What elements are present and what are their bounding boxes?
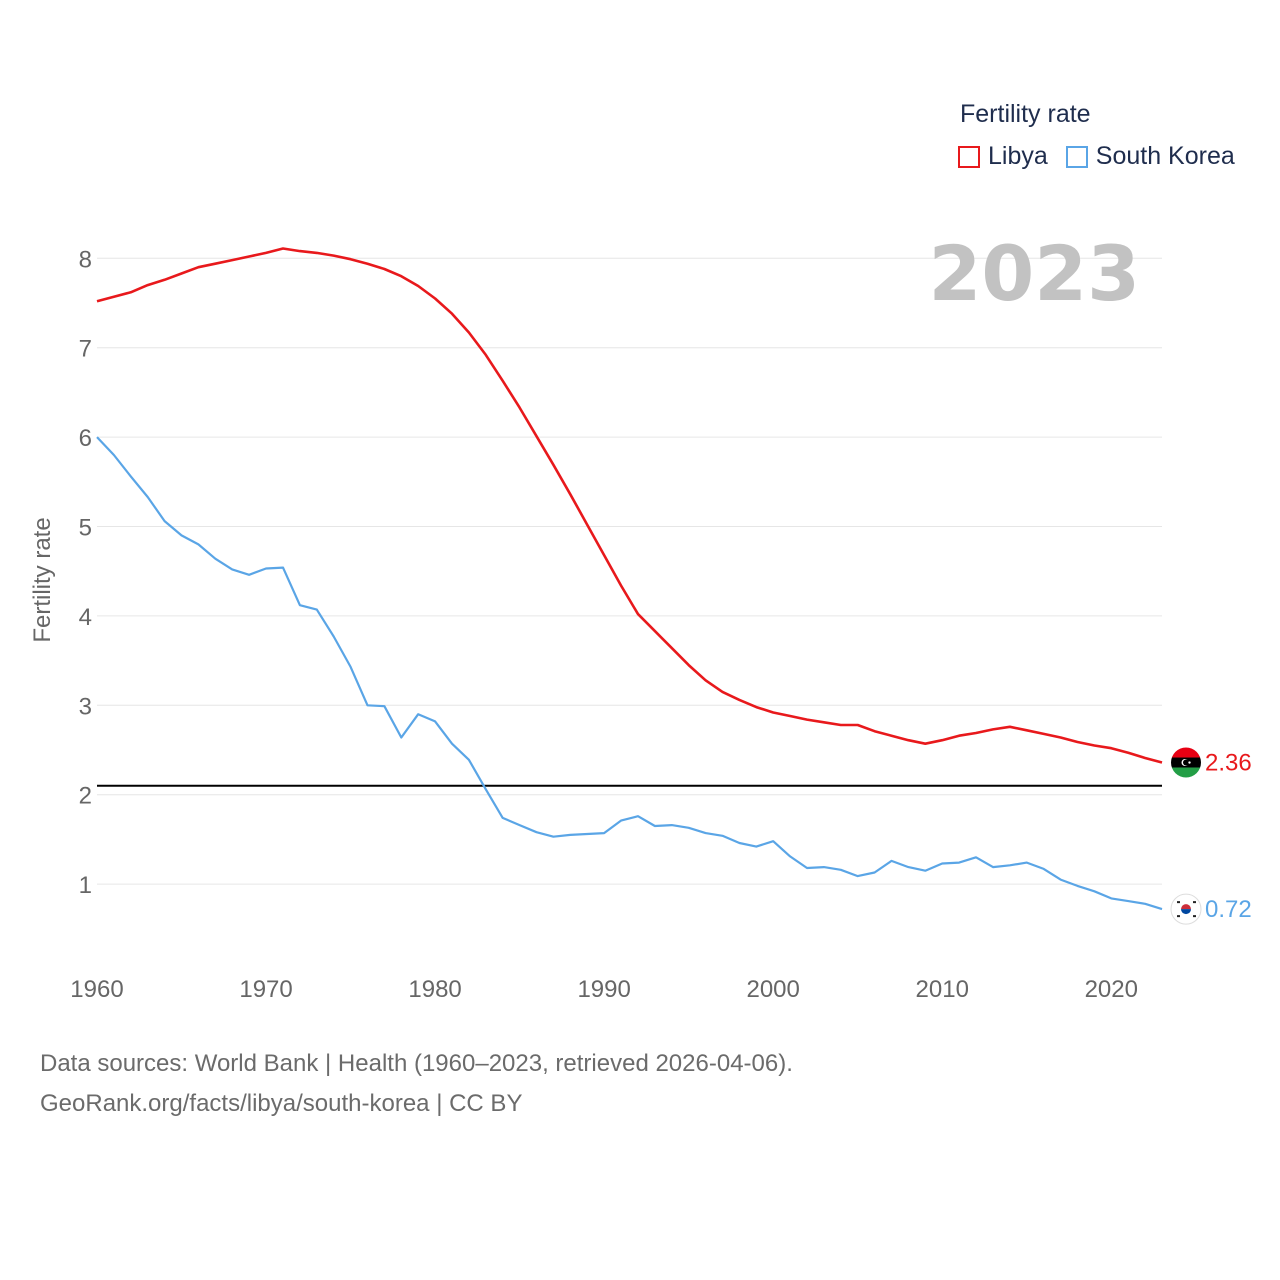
legend-swatch-south-korea xyxy=(1065,145,1088,168)
y-tick-label: 4 xyxy=(79,604,92,631)
y-tick-label: 2 xyxy=(79,783,92,810)
footer-link[interactable]: GeoRank.org/facts/libya/south-korea | CC… xyxy=(40,1090,523,1117)
end-value-label-libya: 2.36 xyxy=(1205,750,1252,777)
legend: Libya South Korea xyxy=(958,142,1253,171)
grid-lines xyxy=(97,257,1162,885)
axis-ticks: 1 2 3 4 5 6 7 8 1960 1970 1980 1990 2000 2010 2020 xyxy=(70,246,1138,1003)
south-korea-flag-icon xyxy=(1170,893,1202,925)
series-line-libya[interactable] xyxy=(96,247,1163,764)
y-tick-label: 8 xyxy=(79,246,92,273)
y-tick-label: 1 xyxy=(79,872,92,899)
libya-flag-icon xyxy=(1171,747,1201,778)
series-lines xyxy=(96,247,1163,911)
y-axis-title: Fertility rate xyxy=(29,517,56,642)
y-tick-label: 3 xyxy=(79,693,92,720)
y-tick-label: 6 xyxy=(79,425,92,452)
x-tick-label: 2020 xyxy=(1085,976,1138,1003)
y-tick-label: 5 xyxy=(79,515,92,542)
year-label: 2023 xyxy=(928,229,1140,318)
y-tick-label: 7 xyxy=(79,336,92,363)
x-tick-label: 1960 xyxy=(70,976,123,1003)
x-tick-label: 1980 xyxy=(408,976,461,1003)
legend-label-libya: Libya xyxy=(988,142,1048,170)
legend-swatch-libya xyxy=(958,145,980,168)
footer: Data sources: World Bank | Health (1960–… xyxy=(40,1044,793,1124)
legend-item-libya[interactable]: Libya xyxy=(958,142,1048,171)
x-tick-label: 2010 xyxy=(916,976,969,1003)
legend-item-south-korea[interactable]: South Korea xyxy=(1065,142,1235,171)
legend-label-south-korea: South Korea xyxy=(1095,142,1235,170)
x-tick-label: 1970 xyxy=(239,976,292,1003)
series-line-south-korea[interactable] xyxy=(96,436,1163,911)
x-tick-label: 2000 xyxy=(746,976,799,1003)
legend-title: Fertility rate xyxy=(960,100,1091,128)
x-tick-label: 1990 xyxy=(577,976,630,1003)
end-markers: 2.36 0.72 xyxy=(1170,747,1252,925)
footer-sources: Data sources: World Bank | Health (1960–… xyxy=(40,1050,793,1077)
end-value-label-south-korea: 0.72 xyxy=(1205,896,1252,923)
